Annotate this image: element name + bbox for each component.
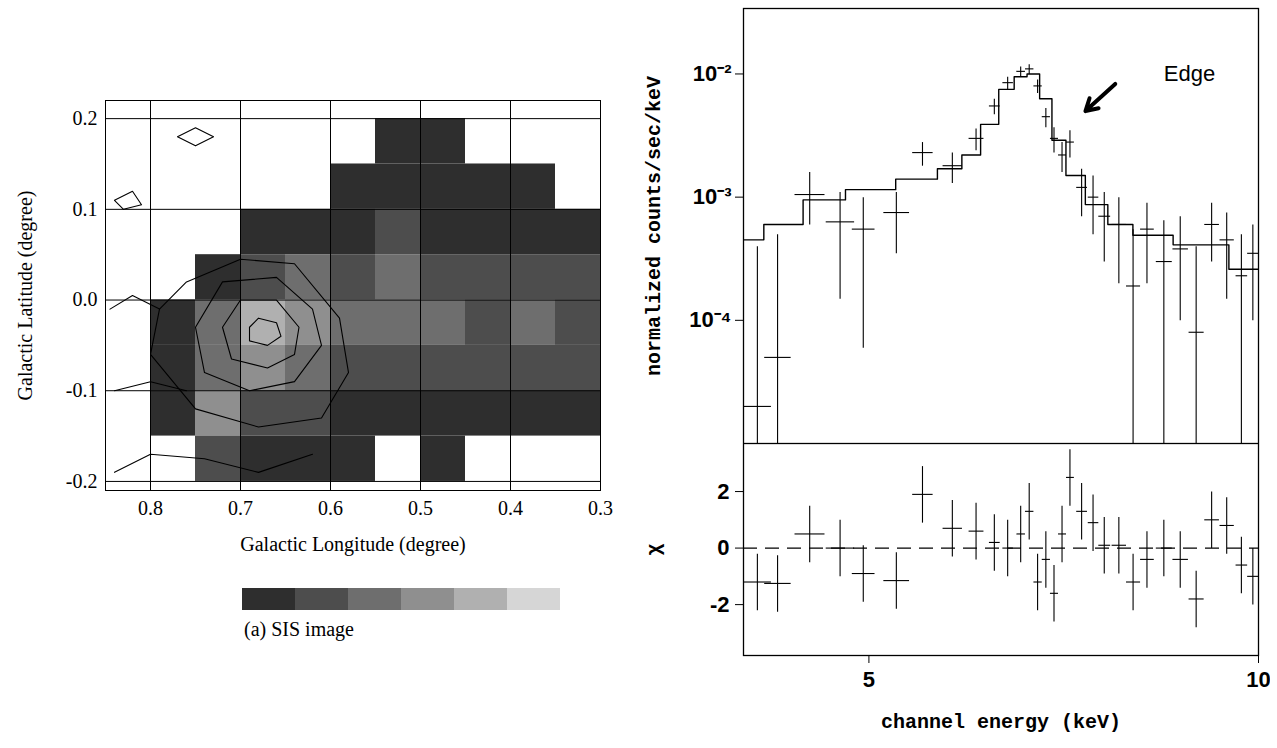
- svg-text:2: 2: [717, 479, 729, 504]
- svg-text:0.7: 0.7: [228, 497, 253, 519]
- svg-text:0.5: 0.5: [408, 497, 433, 519]
- svg-text:0.2: 0.2: [73, 107, 98, 129]
- svg-text:5: 5: [863, 667, 875, 692]
- svg-text:0.8: 0.8: [138, 497, 163, 519]
- svg-text:Edge: Edge: [1164, 61, 1215, 86]
- svg-text:10⁻⁴: 10⁻⁴: [689, 307, 731, 332]
- html-text:(a) SIS image: (a) SIS image: [244, 618, 354, 640]
- svg-text:0.3: 0.3: [588, 497, 613, 519]
- svg-text:10⁻³: 10⁻³: [693, 184, 732, 209]
- svg-text:Galactic Latitude (degree): Galactic Latitude (degree): [14, 191, 37, 401]
- svg-text:Galactic Longitude (degree): Galactic Longitude (degree): [240, 533, 465, 556]
- svg-text:-2: -2: [710, 592, 730, 617]
- svg-text:0.4: 0.4: [498, 497, 523, 519]
- svg-text:10⁻²: 10⁻²: [693, 61, 732, 86]
- svg-text:0.0: 0.0: [73, 288, 98, 310]
- svg-text:-0.1: -0.1: [66, 379, 98, 401]
- svg-text:channel energy (keV): channel energy (keV): [881, 711, 1121, 734]
- svg-text:-0.2: -0.2: [66, 470, 98, 492]
- svg-text:10: 10: [1246, 667, 1270, 692]
- svg-text:0.6: 0.6: [318, 497, 343, 519]
- svg-text:χ: χ: [643, 543, 666, 555]
- svg-text:0.1: 0.1: [73, 198, 98, 220]
- svg-text:normalized counts/sec/keV: normalized counts/sec/keV: [643, 76, 666, 376]
- svg-text:0: 0: [717, 535, 729, 560]
